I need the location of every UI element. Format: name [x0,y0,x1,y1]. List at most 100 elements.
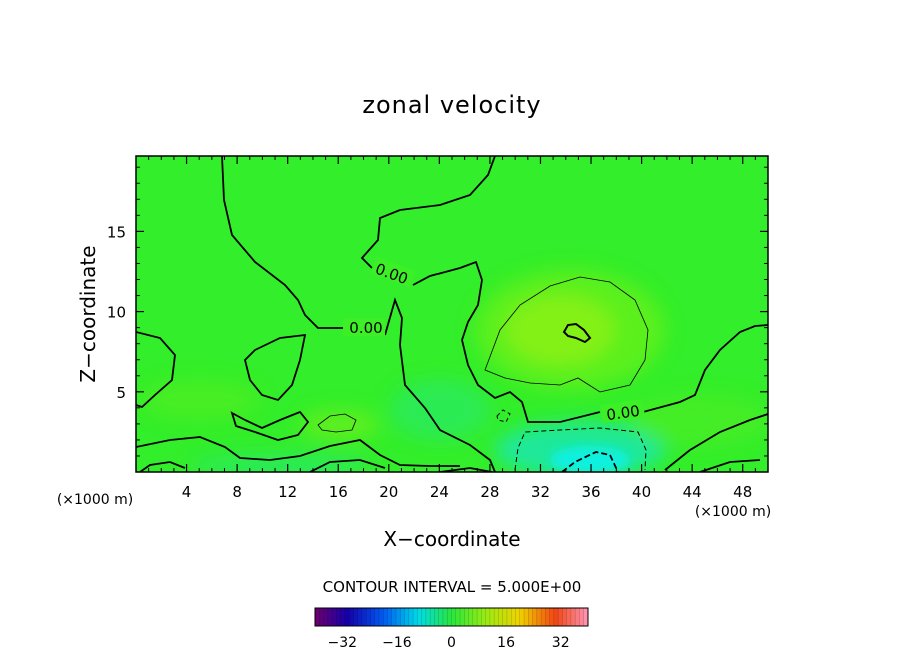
zero-contour-small-loops [230,410,310,441]
colorbar-swatch [387,608,393,626]
colorbar-swatch [545,608,551,626]
zero-contour-lower-left [136,331,176,409]
colorbar-swatch [498,608,504,626]
x-unit-left: (×1000 m) [57,492,133,508]
colorbar-tick-label: 32 [552,635,570,651]
x-tick-label: 20 [379,483,398,501]
colorbar-tick-label: −16 [382,635,412,651]
colorbar-tick-label: 0 [447,635,456,651]
colorbar-swatch [340,608,346,626]
negative-contour-small [496,409,511,423]
colorbar-swatch [421,608,427,626]
colorbar-swatch [391,608,397,626]
colorbar-swatch [349,608,354,626]
zero-contour-left [221,156,345,329]
x-tick-label: 48 [733,483,752,501]
colorbar-swatch [417,608,423,626]
colorbar-swatch [583,608,589,626]
y-axis-ticks: 5 10 15 [107,166,768,457]
positive-contour-core [484,276,649,393]
contour-label-2: 0.00 [349,319,382,337]
colorbar-swatch [464,608,470,626]
colorbar [314,608,589,626]
x-tick-label: 16 [329,483,348,501]
colorbar-swatch [442,608,448,626]
colorbar-swatch [477,608,482,626]
x-axis-label: X−coordinate [383,527,520,551]
colorbar-swatch [519,608,525,626]
colorbar-swatch [468,608,474,626]
contour-lines [136,156,768,472]
colorbar-swatch [451,608,457,626]
colorbar-swatch [532,608,538,626]
colorbar-swatch [430,608,435,626]
x-tick-label: 32 [531,483,550,501]
colorbar-swatch [506,608,512,626]
colorbar-swatch [366,608,371,626]
colorbar-swatch [378,608,384,626]
zero-contour-right-bottom [664,413,768,471]
colorbar-swatch [541,608,546,626]
colorbar-swatch [413,608,418,626]
colorbar-swatch [425,608,431,626]
colorbar-swatch [553,608,559,626]
colorbar-swatch [353,608,359,626]
x-tick-label: 8 [232,483,242,501]
colorbar-swatch [370,608,376,626]
positive-contour-small [317,413,357,433]
colorbar-tick-label: −32 [328,635,358,651]
y-tick-label: 15 [107,223,126,241]
colorbar-swatch [336,608,342,626]
x-tick-label: 44 [683,483,702,501]
colorbar-swatch [489,608,495,626]
zero-contour-middle [384,297,496,472]
x-tick-label: 40 [632,483,651,501]
colorbar-swatch [374,608,380,626]
contour-interval-text: CONTOUR INTERVAL = 5.000E+00 [323,578,582,596]
colorbar-swatch [524,608,529,626]
colorbar-swatch [575,608,580,626]
colorbar-swatch [579,608,585,626]
zero-contour-right [642,324,768,413]
negative-contour [514,427,647,471]
colorbar-swatch [361,608,367,626]
x-axis-ticks: 4 8 12 16 20 24 28 32 36 40 44 48 [148,156,756,501]
x-unit-right: (×1000 m) [695,504,771,520]
colorbar-swatch [404,608,410,626]
colorbar-swatch [332,608,337,626]
plot-area [136,156,768,472]
colorbar-swatch [396,608,401,626]
x-tick-label: 4 [182,483,192,501]
colorbar-frame [314,607,589,627]
colorbar-swatch [447,608,452,626]
strong-negative-core [550,446,630,472]
y-tick-label: 10 [107,304,126,322]
contour-label-backgrounds [343,256,646,423]
colorbar-swatch [319,608,325,626]
zero-contour-bottom-edge [139,459,761,472]
colorbar-swatch [511,608,516,626]
negative-contour-strong [561,451,619,472]
colorbar-swatch [562,608,568,626]
colorbar-swatch [528,608,534,626]
x-tick-label: 36 [581,483,600,501]
contour-label-3: 0.00 [605,402,641,424]
y-axis-label: Z−coordinate [76,245,100,382]
colorbar-tick-label: 16 [497,635,515,651]
max-contour [562,322,592,344]
colorbar-swatch [408,608,414,626]
colorbar-swatch [315,608,320,626]
colorbar-swatch [460,608,465,626]
colorbar-swatch [455,608,461,626]
colorbar-swatch [434,608,440,626]
zero-contour-closed-loop [244,333,307,402]
colorbar-swatch [515,608,521,626]
colorbar-swatch [327,608,333,626]
colorbar-swatch [558,608,563,626]
chart-title: zonal velocity [362,91,541,119]
zero-contour-upper [360,156,496,269]
colorbar-swatch [570,608,576,626]
x-tick-label: 12 [278,483,297,501]
colorbar-swatch [549,608,555,626]
colorbar-swatch [481,608,487,626]
